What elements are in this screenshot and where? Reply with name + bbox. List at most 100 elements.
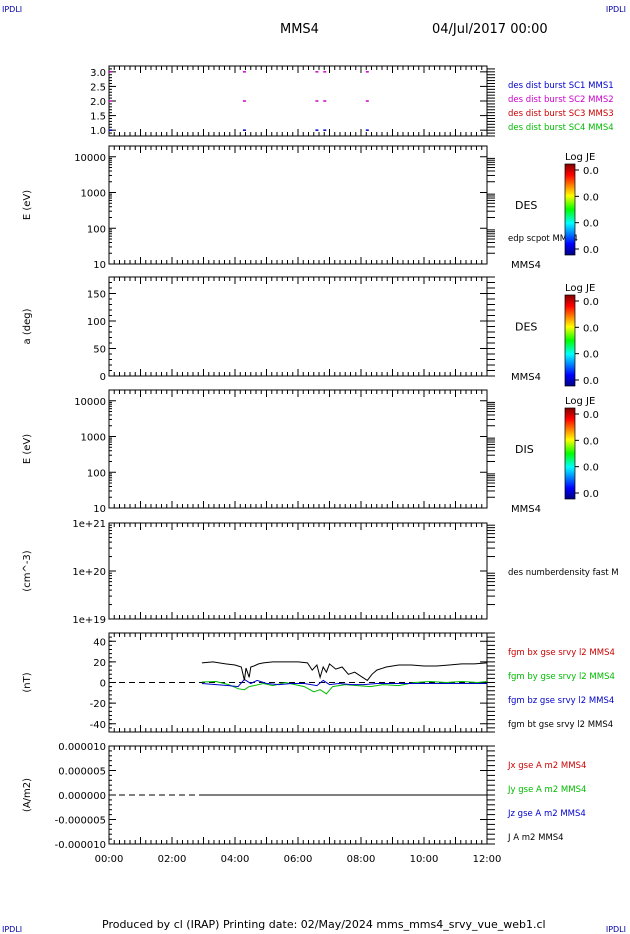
panel-frame — [108, 145, 488, 265]
y-tick-label: 150 — [87, 290, 106, 301]
legend-entry: Jy gse A m2 MMS4 — [507, 785, 586, 795]
y-axis-label: a (deg) — [22, 308, 33, 344]
y-tick-label: 10 — [93, 260, 106, 271]
panel-current: 0.000010 0.000005 0.000000 -0.000005 -0.0000… — [22, 742, 586, 865]
legend-entry: Jz gse A m2 MMS4 — [507, 809, 586, 819]
y-tick-label: 100 — [87, 224, 106, 235]
legend-entry: fgm bt gse srvy l2 MMS4 — [508, 720, 613, 730]
legend-entry: Jx gse A m2 MMS4 — [507, 761, 586, 771]
panel-bottom-label: MMS4 — [511, 260, 541, 271]
corner-logo-top-right: IPDLI — [605, 5, 626, 14]
y-axis-label: (cm^-3) — [22, 550, 33, 591]
y-tick-label: 1e+19 — [72, 615, 106, 626]
panel-bottom-label: MMS4 — [511, 372, 541, 383]
colorbar — [564, 294, 576, 387]
y-axis-label: (nT) — [22, 672, 33, 692]
y-tick-label: 10000 — [74, 397, 106, 408]
page-title: MMS4 — [280, 22, 319, 37]
y-tick-label: -40 — [90, 720, 106, 731]
y-tick-label: 1e+21 — [72, 519, 106, 530]
footer-credits: Produced by cl (IRAP) Printing date: 02/… — [102, 918, 546, 931]
legend-entry: des dist burst SC2 MMS2 — [508, 95, 614, 105]
panel-frame — [108, 276, 488, 377]
y-tick-label: 100 — [87, 317, 106, 328]
panel-frame — [108, 389, 488, 509]
legend-entry: des numberdensity fast M — [508, 568, 619, 578]
time-tick-label: 10:00 — [410, 854, 439, 865]
panel-frame — [108, 522, 488, 620]
y-tick-label: -20 — [90, 699, 106, 710]
y-tick-label: 1.0 — [90, 126, 106, 137]
panel-label: DES — [515, 321, 537, 334]
colorbar-tick-label: 0.0 — [583, 219, 599, 230]
panel-burst: 3.0 2.5 2.0 1.5 1.0 des dist burst SC1 MMS1 de… — [90, 65, 614, 137]
legend-entry: fgm bx gse srvy l2 MMS4 — [508, 648, 615, 658]
corner-logo-bottom-left: IPDLI — [2, 925, 23, 934]
y-tick-label: 40 — [93, 637, 106, 648]
corner-logo-top-left: IPDLI — [2, 5, 23, 14]
colorbar-tick-label: 0.0 — [583, 410, 599, 421]
y-tick-label: -0.000010 — [55, 840, 106, 851]
y-tick-label: 1.5 — [90, 112, 106, 123]
panel-density: 1e+21 1e+20 1e+19 (cm^-3) des numberdensity … — [22, 519, 619, 626]
y-tick-label: 0.000005 — [58, 767, 106, 778]
y-tick-label: 100 — [87, 468, 106, 479]
colorbar-tick-label: 0.0 — [583, 350, 599, 361]
y-axis-label: E (eV) — [22, 190, 33, 220]
y-tick-label: 50 — [93, 345, 106, 356]
colorbar-tick-label: 0.0 — [583, 376, 599, 387]
colorbar-tick-label: 0.0 — [583, 192, 599, 203]
y-tick-label: 1000 — [81, 433, 106, 444]
colorbar-tick-label: 0.0 — [583, 297, 599, 308]
series-line — [201, 661, 488, 682]
y-tick-label: 1e+20 — [72, 567, 106, 578]
series-line — [201, 680, 488, 695]
colorbar-title: Log JE — [565, 396, 595, 407]
colorbar-tick-label: 0.0 — [583, 166, 599, 177]
panel-dis-energy: 10000 1000 100 10 E (eV) DIS MMS4 Log JE 0.0 0.0 0… — [22, 389, 599, 515]
y-axis-label: E (eV) — [22, 434, 33, 464]
y-tick-label: 1000 — [81, 189, 106, 200]
corner-logo-bottom-right: IPDLI — [605, 925, 626, 934]
y-tick-label: -0.000005 — [55, 816, 106, 827]
time-tick-label: 06:00 — [284, 854, 313, 865]
colorbar — [564, 407, 576, 500]
y-tick-label: 20 — [93, 658, 106, 669]
colorbar-tick-label: 0.0 — [583, 463, 599, 474]
page-date: 04/Jul/2017 00:00 — [432, 22, 548, 37]
legend-entry: J A m2 MMS4 — [507, 833, 564, 843]
colorbar — [564, 163, 576, 256]
time-tick-label: 02:00 — [158, 854, 187, 865]
colorbar-title: Log JE — [565, 283, 595, 294]
time-tick-label: 00:00 — [95, 854, 124, 865]
y-tick-label: 3.0 — [90, 68, 106, 79]
panel-label: DES — [515, 199, 537, 212]
y-tick-label: 10000 — [74, 153, 106, 164]
y-axis-label: (A/m2) — [22, 778, 33, 812]
y-tick-label: 0 — [100, 679, 106, 690]
panel-fgm: 40 20 0 -20 -40 (nT) fgm bx gse srvy l2 MMS4 fg… — [22, 632, 615, 733]
legend-entry: des dist burst SC3 MMS3 — [508, 109, 614, 119]
y-tick-label: 2.0 — [90, 97, 106, 108]
legend-entry: fgm bz gse srvy l2 MMS4 — [508, 696, 614, 706]
panel-sublabel: edp scpot MMS4 — [508, 234, 578, 244]
colorbar-tick-label: 0.0 — [583, 489, 599, 500]
panel-frame — [108, 65, 488, 137]
y-tick-label: 0.000000 — [58, 791, 106, 802]
y-tick-label: 0 — [100, 372, 106, 383]
legend-entry: des dist burst SC4 MMS4 — [508, 123, 614, 133]
y-tick-label: 2.5 — [90, 82, 106, 93]
colorbar-tick-label: 0.0 — [583, 245, 599, 256]
panel-des-pitch: 150 100 50 0 a (deg) DES MMS4 Log JE 0.0 0.0 0.0 0.… — [22, 276, 599, 387]
colorbar-tick-label: 0.0 — [583, 323, 599, 334]
y-tick-label: 10 — [93, 504, 106, 515]
time-tick-label: 08:00 — [347, 854, 376, 865]
time-tick-label: 04:00 — [221, 854, 250, 865]
colorbar-tick-label: 0.0 — [583, 436, 599, 447]
panel-bottom-label: MMS4 — [511, 504, 541, 515]
legend-entry: des dist burst SC1 MMS1 — [508, 81, 614, 91]
panel-label: DIS — [515, 443, 534, 456]
y-tick-label: 0.000010 — [58, 742, 106, 753]
time-tick-label: 12:00 — [473, 854, 502, 865]
